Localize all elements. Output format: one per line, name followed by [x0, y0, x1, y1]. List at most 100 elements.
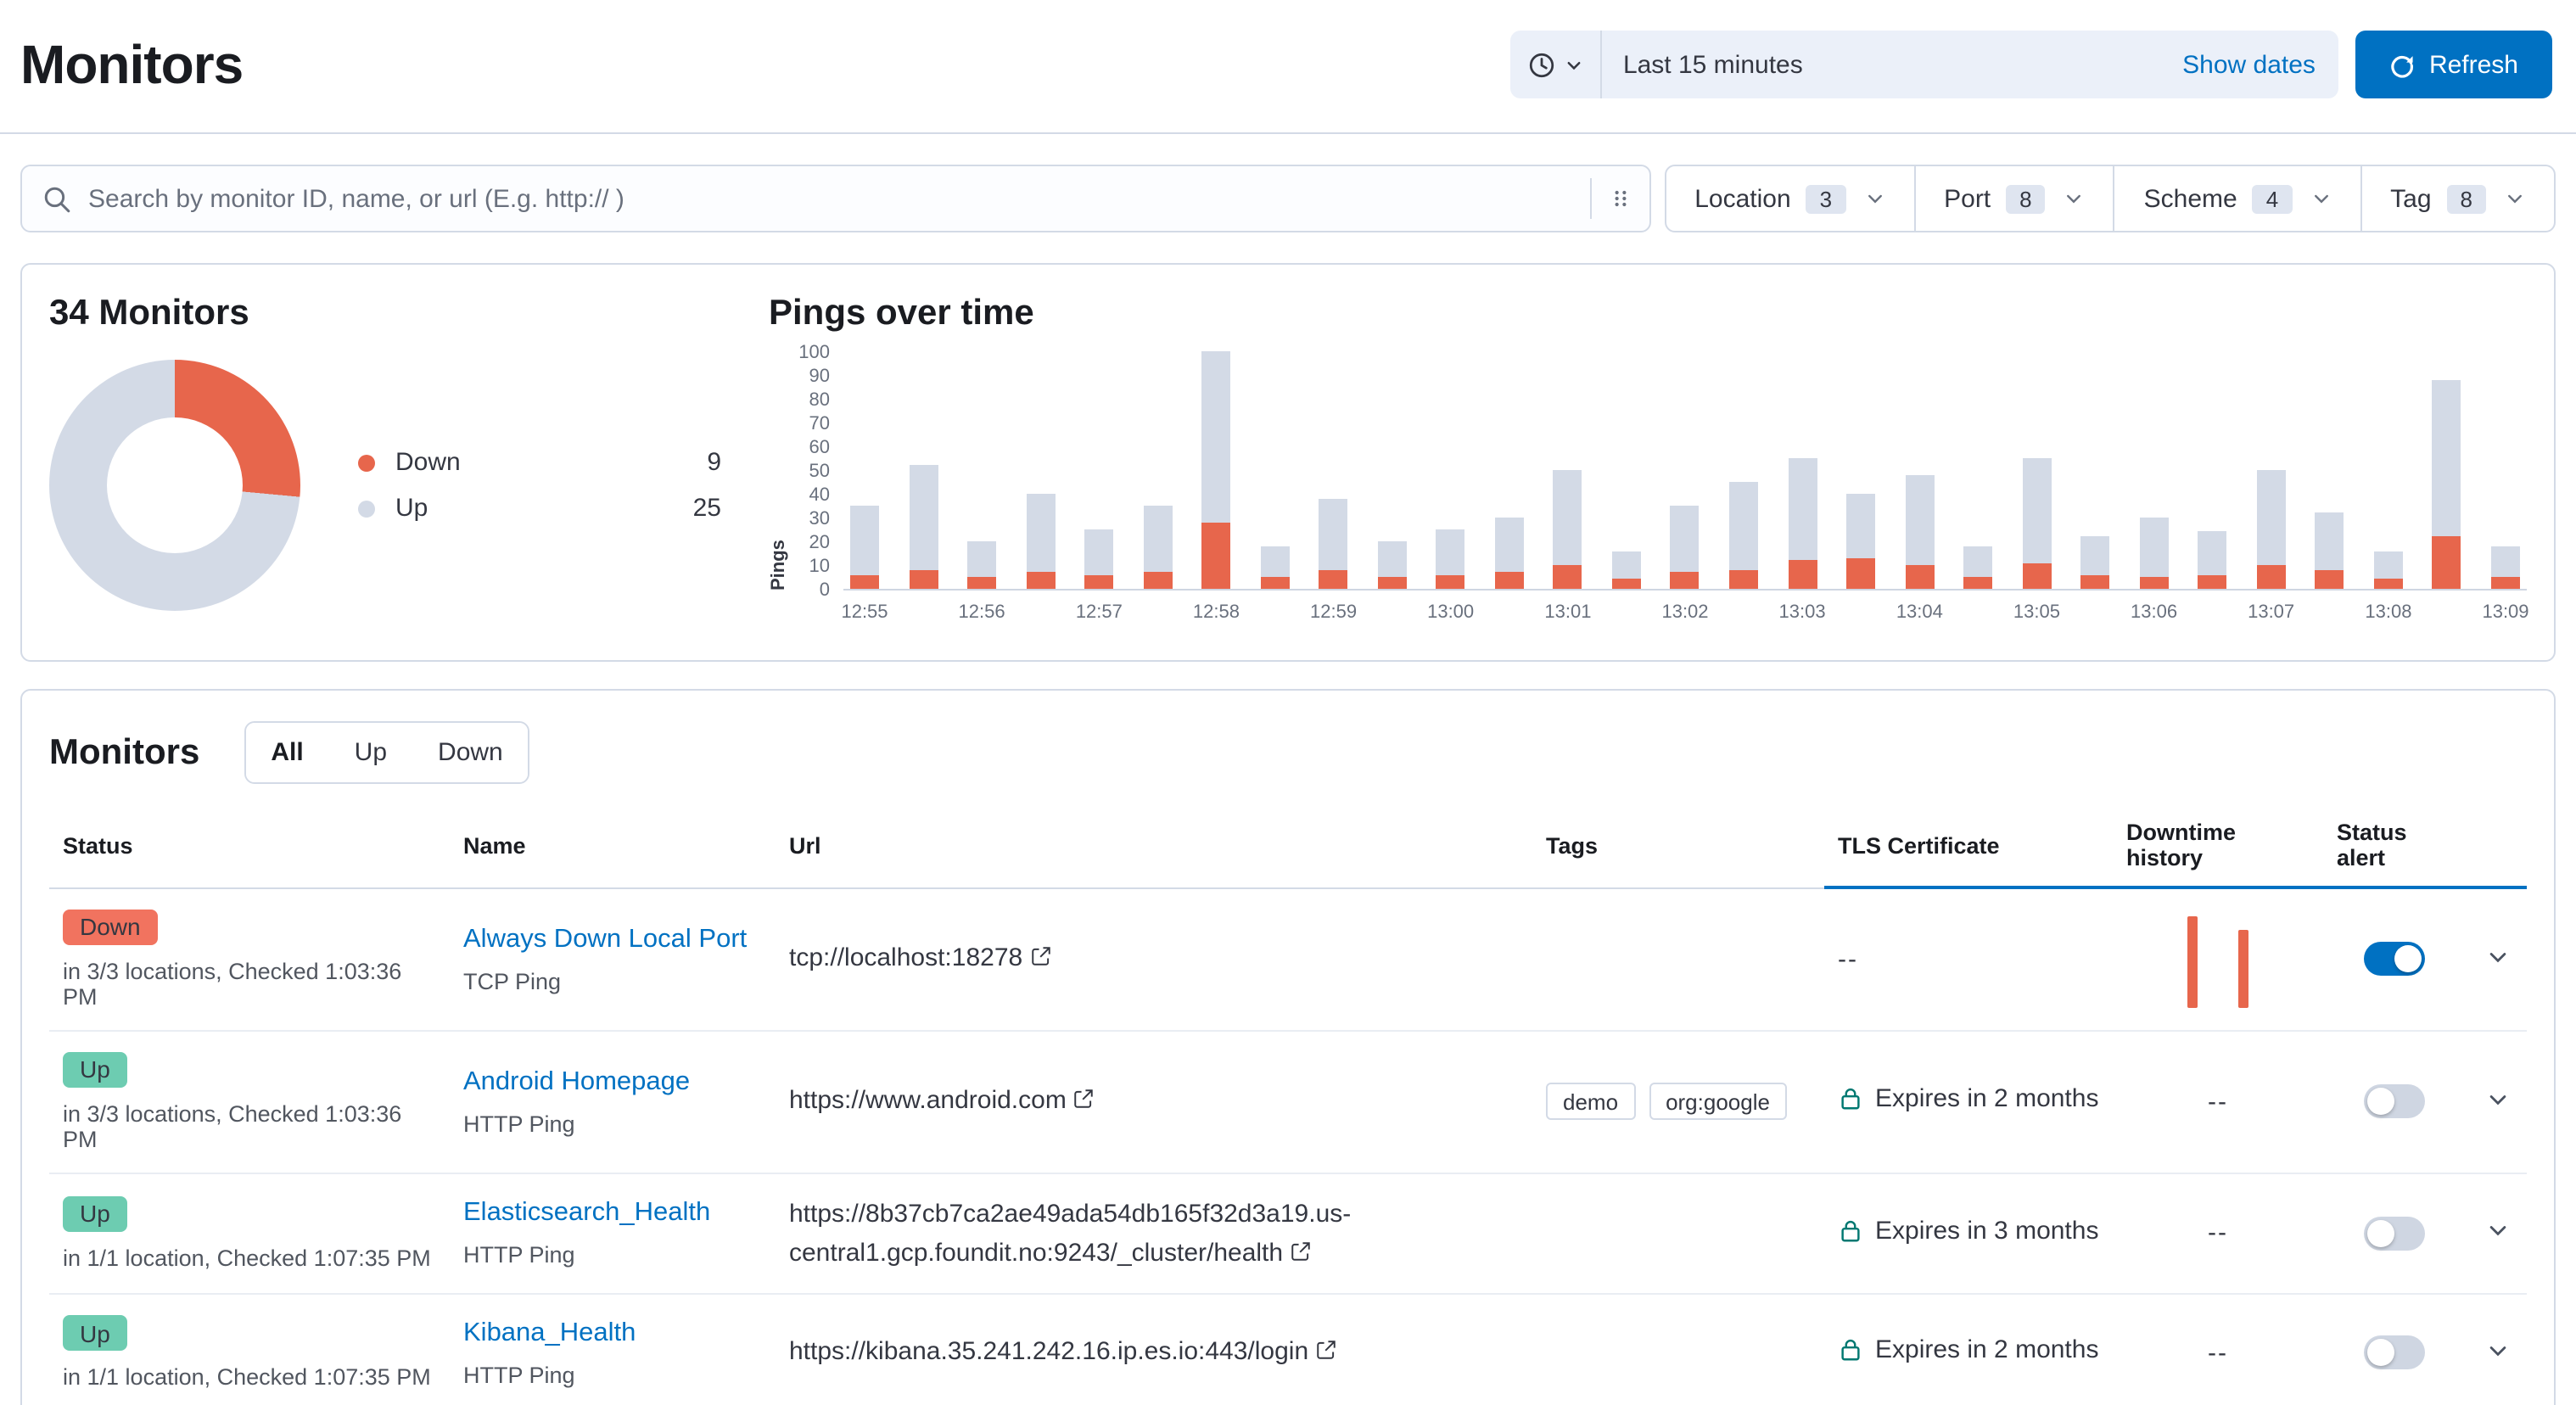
chevron-down-icon: [2505, 188, 2525, 209]
toggle-knob: [2367, 1339, 2394, 1366]
legend-label: Up: [395, 494, 636, 523]
header-divider: [0, 132, 2576, 134]
tab-up[interactable]: Up: [329, 723, 412, 782]
monitors-table: StatusNameUrlTagsTLS CertificateDowntime…: [49, 804, 2527, 1405]
tag-badge: org:google: [1649, 1083, 1787, 1120]
ping-bar: [909, 465, 938, 589]
ping-bar: [2080, 536, 2109, 589]
status-alert-toggle[interactable]: [2364, 1217, 2425, 1251]
external-link-icon: [1029, 946, 1051, 968]
lock-icon: [1838, 1086, 1863, 1111]
monitors-summary: 34 Monitors Down9Up25: [49, 292, 721, 633]
filter-tag[interactable]: Tag8: [2360, 166, 2554, 231]
monitor-name-link[interactable]: Android Homepage: [463, 1066, 690, 1095]
tab-down[interactable]: Down: [412, 723, 529, 782]
table-row: Upin 1/1 location, Checked 1:07:35 PMKib…: [49, 1294, 2527, 1405]
monitor-type: TCP Ping: [463, 968, 762, 994]
col-status-alert: Status alert: [2323, 804, 2466, 887]
ping-bar: [2433, 380, 2461, 589]
monitors-table-header: Monitors AllUpDown: [49, 721, 2527, 784]
tab-all[interactable]: All: [245, 723, 328, 782]
ping-bar: [1084, 529, 1113, 589]
ping-bar: [1378, 541, 1407, 589]
checked-at: in 3/3 locations, Checked 1:03:36 PM: [63, 958, 436, 1009]
toggle-knob: [2394, 946, 2422, 973]
monitor-name-link[interactable]: Kibana_Health: [463, 1318, 636, 1346]
row-expand-button[interactable]: [2479, 1212, 2517, 1255]
filter-group: Location3Port8Scheme4Tag8: [1664, 165, 2556, 232]
ping-bar: [2374, 551, 2403, 589]
monitor-name-link[interactable]: Always Down Local Port: [463, 924, 747, 953]
pings-over-time: Pings over time Pings 010203040506070809…: [769, 292, 2527, 633]
time-quick-select-button[interactable]: [1511, 31, 1603, 98]
row-expand-button[interactable]: [2479, 1331, 2517, 1374]
tls-expiry: Expires in 2 months: [1875, 1084, 2098, 1113]
grip-dots-icon[interactable]: [1589, 178, 1632, 219]
bar-plot-area: [843, 353, 2527, 591]
tags-cell: demo org:google: [1532, 1030, 1824, 1173]
status-alert-toggle[interactable]: [2364, 1084, 2425, 1118]
monitors-table-title: Monitors: [49, 730, 199, 775]
downtime-empty: --: [2208, 1338, 2228, 1367]
monitor-name-link[interactable]: Elasticsearch_Health: [463, 1199, 710, 1228]
downtime-history-sparkline: [2187, 910, 2248, 1009]
monitors-panel: Monitors AllUpDown StatusNameUrlTagsTLS …: [20, 689, 2556, 1405]
ping-bar: [1495, 518, 1524, 589]
monitor-url-link[interactable]: https://8b37cb7ca2ae49ada54db165f32d3a19…: [789, 1199, 1351, 1268]
search-input[interactable]: [85, 182, 1579, 215]
time-range-button[interactable]: Last 15 minutes: [1603, 50, 2159, 79]
row-expand-button[interactable]: [2479, 938, 2517, 981]
table-header-row: StatusNameUrlTagsTLS CertificateDowntime…: [49, 804, 2527, 887]
legend-item-up: Up 25: [358, 494, 721, 523]
status-alert-toggle[interactable]: [2364, 1335, 2425, 1369]
filter-scheme[interactable]: Scheme4: [2114, 166, 2360, 231]
col-status: Status: [49, 804, 450, 887]
table-row: Upin 1/1 location, Checked 1:07:35 PMEla…: [49, 1173, 2527, 1294]
filter-port[interactable]: Port8: [1913, 166, 2114, 231]
top-controls: Last 15 minutes Show dates Refresh: [1511, 31, 2552, 98]
tls-cell: Expires in 2 months: [1824, 1294, 2113, 1405]
donut-legend: Down9 Up 25: [358, 431, 721, 540]
filter-count-badge: 3: [1806, 184, 1845, 213]
chevron-down-icon: [2064, 188, 2085, 209]
filter-count-badge: 8: [2447, 184, 2486, 213]
ping-bar: [1905, 475, 1934, 589]
tags-cell: [1532, 1173, 1824, 1294]
tag-badge: demo: [1546, 1083, 1635, 1120]
monitor-url-link[interactable]: tcp://localhost:18278: [789, 944, 1051, 973]
monitor-url-link[interactable]: https://www.android.com: [789, 1087, 1095, 1116]
tls-cell: --: [1824, 887, 2113, 1030]
tags-cell: [1532, 887, 1824, 1030]
status-alert-toggle[interactable]: [2364, 943, 2425, 977]
legend-value: 25: [650, 494, 721, 523]
downtime-cell: --: [2113, 1173, 2323, 1294]
search-and-filters: Location3Port8Scheme4Tag8: [0, 165, 2576, 232]
downtime-cell: [2113, 887, 2323, 1030]
col-name: Name: [450, 804, 776, 887]
chevron-down-icon: [2486, 1219, 2510, 1243]
table-row: Downin 3/3 locations, Checked 1:03:36 PM…: [49, 887, 2527, 1030]
chevron-down-icon: [2310, 188, 2331, 209]
show-dates-button[interactable]: Show dates: [2159, 50, 2339, 79]
ping-bar: [1143, 506, 1172, 589]
search-icon: [42, 184, 71, 213]
page-title: Monitors: [20, 31, 243, 98]
tls-cell: Expires in 2 months: [1824, 1030, 2113, 1173]
chevron-down-icon: [2486, 945, 2510, 969]
checked-at: in 3/3 locations, Checked 1:03:36 PM: [63, 1100, 436, 1151]
ping-bar: [850, 506, 879, 589]
chevron-down-icon: [2486, 1338, 2510, 1362]
status-badge: Up: [63, 1315, 127, 1351]
legend-item-down: Down9: [358, 448, 721, 477]
refresh-button[interactable]: Refresh: [2356, 31, 2552, 98]
col-url: Url: [776, 804, 1532, 887]
downtime-empty: --: [2208, 1219, 2228, 1248]
filter-location[interactable]: Location3: [1666, 166, 1913, 231]
col-tags: Tags: [1532, 804, 1824, 887]
tags-cell: [1532, 1294, 1824, 1405]
page-header: Monitors Last 15 minutes Show dates: [0, 0, 2576, 98]
monitor-url-link[interactable]: https://kibana.35.241.242.16.ip.es.io:44…: [789, 1338, 1337, 1367]
ping-bar: [1671, 506, 1700, 589]
filter-label: Scheme: [2144, 184, 2237, 213]
row-expand-button[interactable]: [2479, 1080, 2517, 1122]
